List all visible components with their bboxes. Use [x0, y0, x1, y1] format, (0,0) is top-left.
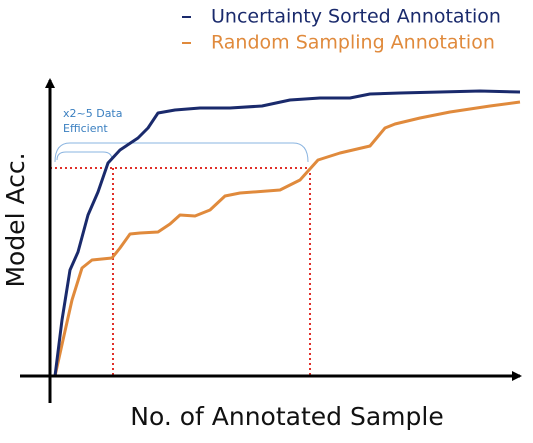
- y-axis-label: Model Acc.: [1, 152, 30, 287]
- x-axis-label: No. of Annotated Sample: [130, 402, 443, 431]
- annotation: x2~5 Data: [63, 107, 123, 120]
- annotation: Efficient: [63, 122, 108, 135]
- uncertainty-curve: [53, 89, 521, 377]
- brace: [54, 142, 309, 163]
- legend-label: Random Sampling Annotation: [211, 32, 495, 54]
- brace: [56, 151, 113, 161]
- random-curve: [53, 100, 521, 377]
- legend-label: Uncertainty Sorted Annotation: [211, 6, 501, 28]
